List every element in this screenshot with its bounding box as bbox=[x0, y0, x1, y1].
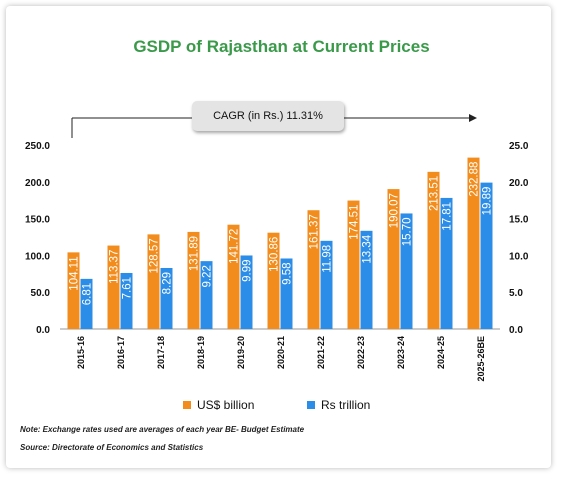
cagr-callout: CAGR (in Rs.) 11.31% bbox=[192, 101, 344, 131]
right-tick-label: 20.0 bbox=[509, 178, 529, 189]
data-label-rs: 8.29 bbox=[162, 272, 174, 294]
right-tick-label: 5.0 bbox=[509, 288, 523, 299]
data-label-usd: 131.89 bbox=[189, 236, 201, 271]
data-label-rs: 9.58 bbox=[282, 262, 294, 284]
legend-swatch-usd bbox=[183, 401, 191, 409]
chart-title: GSDP of Rajasthan at Current Prices bbox=[133, 37, 430, 56]
data-label-usd: 104.11 bbox=[69, 256, 81, 290]
bar-rs-trillion bbox=[280, 258, 293, 329]
bar-usd-billion bbox=[67, 252, 80, 329]
x-tick-label: 2019-20 bbox=[236, 336, 246, 369]
x-tick-label: 2018-19 bbox=[196, 336, 206, 369]
legend-item-usd: US$ billion bbox=[183, 398, 254, 412]
left-tick-label: 100.0 bbox=[25, 251, 50, 262]
data-label-usd: 141.72 bbox=[229, 229, 241, 264]
legend-swatch-rs bbox=[307, 401, 315, 409]
x-tick-label: 2022-23 bbox=[356, 336, 366, 369]
right-tick-label: 15.0 bbox=[509, 215, 529, 226]
bar-usd-billion bbox=[187, 231, 200, 329]
data-label-rs: 11.98 bbox=[322, 245, 334, 273]
x-tick-label: 2023-24 bbox=[396, 336, 406, 369]
data-label-rs: 13.34 bbox=[362, 234, 374, 263]
x-tick-label: 2015-16 bbox=[76, 336, 86, 369]
legend-item-rs: Rs trillion bbox=[307, 398, 370, 412]
data-label-rs: 6.81 bbox=[82, 283, 94, 305]
data-label-usd: 161.37 bbox=[309, 214, 321, 249]
left-tick-label: 50.0 bbox=[31, 288, 51, 299]
x-tick-label: 2024-25 bbox=[436, 336, 446, 369]
bar-usd-billion bbox=[267, 232, 280, 329]
data-label-rs: 7.61 bbox=[122, 277, 134, 299]
left-tick-label: 150.0 bbox=[25, 215, 50, 226]
data-label-usd: 113.37 bbox=[109, 250, 121, 284]
data-label-usd: 130.86 bbox=[269, 237, 281, 272]
bar-usd-billion bbox=[227, 224, 240, 329]
bar-rs-trillion bbox=[440, 197, 453, 329]
bar-usd-billion bbox=[427, 171, 440, 329]
note-exchange-rates: Note: Exchange rates used are averages o… bbox=[20, 425, 305, 434]
x-tick-label: 2025-26BE bbox=[476, 336, 486, 382]
bar-rs-trillion bbox=[120, 272, 133, 329]
data-label-usd: 232.88 bbox=[469, 162, 481, 197]
right-tick-label: 0.0 bbox=[509, 325, 523, 336]
bar-usd-billion bbox=[107, 245, 120, 329]
data-label-rs: 17.81 bbox=[442, 202, 454, 231]
legend-label-usd: US$ billion bbox=[197, 398, 255, 412]
bar-rs-trillion bbox=[200, 261, 213, 329]
x-tick-label: 2017-18 bbox=[156, 336, 166, 369]
x-tick-label: 2020-21 bbox=[276, 336, 286, 369]
left-tick-label: 250.0 bbox=[25, 141, 50, 152]
bar-rs-trillion bbox=[320, 240, 333, 329]
bar-rs-trillion bbox=[400, 213, 413, 329]
right-tick-label: 25.0 bbox=[509, 141, 529, 152]
bar-usd-billion bbox=[147, 234, 160, 329]
bar-usd-billion bbox=[467, 157, 480, 329]
data-label-usd: 213.51 bbox=[429, 176, 441, 211]
bar-usd-billion bbox=[387, 189, 400, 329]
data-label-rs: 9.99 bbox=[242, 259, 254, 281]
bar-usd-billion bbox=[347, 200, 360, 329]
note-source: Source: Directorate of Economics and Sta… bbox=[20, 443, 204, 452]
data-label-usd: 174.51 bbox=[349, 205, 361, 240]
bar-rs-trillion bbox=[480, 182, 493, 329]
bar-rs-trillion bbox=[160, 267, 173, 329]
bar-rs-trillion bbox=[240, 255, 253, 329]
bar-rs-trillion bbox=[80, 278, 93, 329]
right-tick-label: 10.0 bbox=[509, 251, 529, 262]
left-tick-label: 200.0 bbox=[25, 178, 50, 189]
cagr-arrow bbox=[71, 114, 477, 138]
left-tick-label: 0.0 bbox=[36, 325, 50, 336]
legend-label-rs: Rs trillion bbox=[321, 398, 371, 412]
bar-usd-billion bbox=[307, 210, 320, 329]
data-label-rs: 15.70 bbox=[402, 217, 414, 246]
x-tick-label: 2016-17 bbox=[116, 336, 126, 369]
x-tick-label: 2021-22 bbox=[316, 336, 326, 369]
data-label-usd: 190.07 bbox=[389, 193, 401, 228]
data-label-rs: 9.22 bbox=[202, 265, 214, 287]
data-label-rs: 19.89 bbox=[482, 187, 494, 216]
bar-rs-trillion bbox=[360, 230, 373, 329]
data-label-usd: 128.57 bbox=[149, 238, 161, 273]
